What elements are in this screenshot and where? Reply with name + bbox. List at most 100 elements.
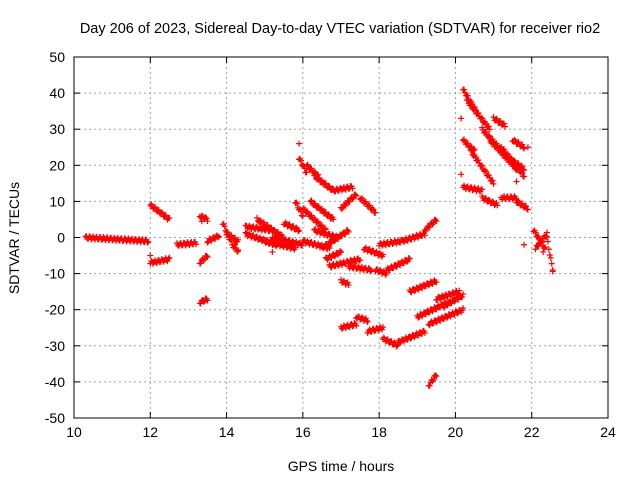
- data-point: [152, 204, 159, 211]
- data-point: [145, 238, 152, 245]
- y-tick-label: 40: [49, 85, 65, 101]
- data-point: [468, 102, 475, 109]
- data-point: [440, 316, 447, 323]
- data-point: [521, 173, 528, 180]
- axis-ticks: 10 12 14 16 18 20 22 24 -50 -40 -30 -20 -10 0 10 20 30 40…: [45, 49, 616, 440]
- data-point: [308, 212, 315, 219]
- y-tick-label: 0: [57, 230, 65, 246]
- data-point: [166, 254, 173, 261]
- data-point: [485, 172, 492, 179]
- data-point: [433, 218, 440, 225]
- data-point: [404, 336, 411, 343]
- data-point: [433, 279, 440, 286]
- data-point: [458, 115, 465, 122]
- data-point: [432, 216, 439, 223]
- data-point: [524, 144, 531, 151]
- data-point: [331, 238, 338, 245]
- data-point: [379, 324, 386, 331]
- y-tick-label: 50: [49, 49, 65, 65]
- data-point: [541, 245, 548, 252]
- data-point: [475, 157, 482, 164]
- data-point: [426, 224, 433, 231]
- data-point: [522, 203, 529, 210]
- data-point: [524, 206, 531, 213]
- data-point: [461, 86, 468, 93]
- chart-title: Day 206 of 2023, Sidereal Day-to-day VTE…: [80, 21, 600, 37]
- data-point: [544, 238, 551, 245]
- data-point: [256, 217, 263, 224]
- data-point: [512, 194, 519, 201]
- x-tick-label: 12: [142, 424, 158, 440]
- data-point: [264, 221, 271, 228]
- data-point: [321, 225, 328, 232]
- data-point: [297, 157, 304, 164]
- data-point: [479, 162, 486, 169]
- data-point: [426, 382, 433, 389]
- data-point: [532, 229, 539, 236]
- data-point: [303, 169, 310, 176]
- data-point: [464, 96, 471, 103]
- data-point: [299, 213, 306, 220]
- data-point: [429, 378, 436, 385]
- data-point: [421, 329, 428, 336]
- data-point: [482, 128, 489, 135]
- data-point: [543, 233, 550, 240]
- y-tick-label: 20: [49, 157, 65, 173]
- data-point: [308, 197, 315, 204]
- data-point: [296, 227, 303, 234]
- data-point: [429, 221, 436, 228]
- data-point: [454, 310, 461, 317]
- y-tick-label: -30: [45, 338, 65, 354]
- data-point: [547, 254, 554, 261]
- data-point: [318, 222, 325, 229]
- x-tick-label: 24: [600, 424, 616, 440]
- data-point: [482, 168, 489, 175]
- data-point: [467, 101, 474, 108]
- data-point: [432, 372, 439, 379]
- data-point: [549, 266, 556, 273]
- data-point: [502, 123, 509, 130]
- x-tick-label: 18: [371, 424, 387, 440]
- data-points: [82, 86, 556, 389]
- data-point: [311, 215, 318, 222]
- data-point: [312, 226, 319, 233]
- data-point: [460, 305, 467, 312]
- data-point: [472, 153, 479, 160]
- data-point: [345, 228, 352, 235]
- data-point: [296, 140, 303, 147]
- data-point: [443, 314, 450, 321]
- data-point: [363, 317, 370, 324]
- data-point: [540, 248, 547, 255]
- data-point: [166, 215, 173, 222]
- y-tick-label: -40: [45, 374, 65, 390]
- data-point: [353, 192, 360, 199]
- data-point: [421, 232, 428, 239]
- data-point: [403, 258, 410, 265]
- data-point: [357, 257, 364, 264]
- data-point: [459, 294, 466, 301]
- data-point: [485, 123, 492, 130]
- data-point: [308, 239, 315, 246]
- data-point: [391, 339, 398, 346]
- data-point: [521, 241, 528, 248]
- data-point: [200, 298, 207, 305]
- data-point: [338, 249, 344, 256]
- x-tick-label: 14: [219, 424, 235, 440]
- data-point: [501, 120, 508, 127]
- y-axis-label: SDTVAR / TECUs: [6, 182, 22, 294]
- data-point: [290, 223, 297, 230]
- data-point: [485, 132, 492, 139]
- y-tick-label: 10: [49, 193, 65, 209]
- data-point: [232, 241, 239, 248]
- data-point: [293, 199, 300, 206]
- data-point: [353, 322, 360, 329]
- data-point: [532, 246, 539, 253]
- x-tick-label: 10: [66, 424, 82, 440]
- data-point: [394, 342, 401, 349]
- y-tick-label: -20: [45, 302, 65, 318]
- data-point: [513, 178, 520, 185]
- data-point: [503, 150, 510, 157]
- data-point: [324, 243, 331, 250]
- data-point: [204, 239, 211, 246]
- data-point: [400, 260, 407, 267]
